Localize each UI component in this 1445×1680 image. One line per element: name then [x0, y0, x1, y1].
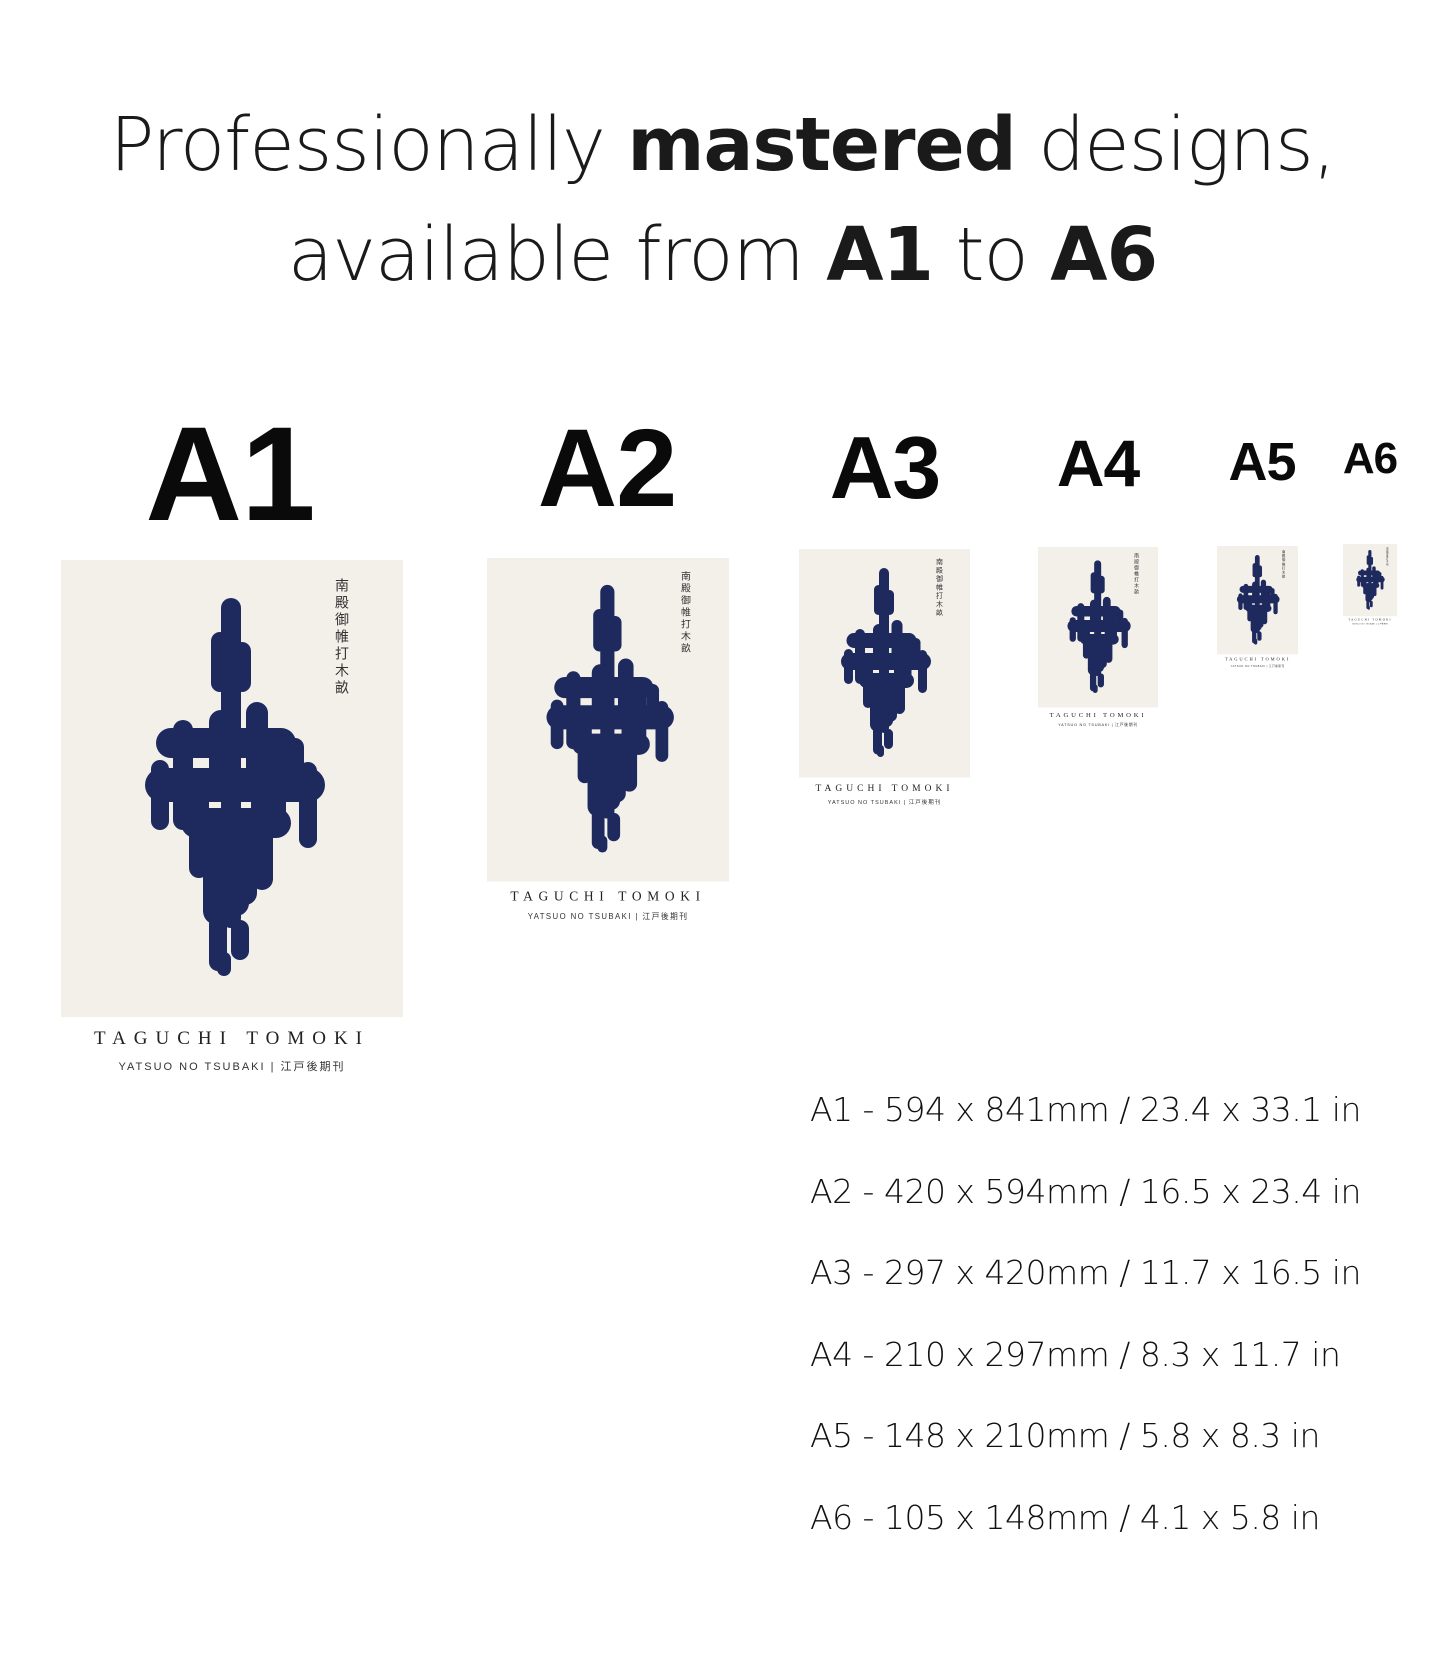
poster-a4: 南殿御帷打木畝 TAGUCHI TOMOKI YATSUO NO TSUBAKI… — [1038, 547, 1159, 733]
poster-a5: 南殿御帷打木畝 TAGUCHI TOMOKI YATSUO NO TSUBAKI… — [1217, 546, 1299, 672]
artwork-inscription: 南殿御帷打木畝 — [679, 570, 691, 655]
artwork-inscription: 南殿御帷打木畝 — [1281, 550, 1286, 579]
ink-drip-artwork-icon — [1236, 555, 1280, 645]
poster-artist-name: TAGUCHI TOMOKI — [93, 1028, 371, 1049]
ink-drip-artwork-icon — [546, 584, 674, 853]
poster-artist-name: TAGUCHI TOMOKI — [1224, 656, 1291, 662]
artwork-inscription: 南殿御帷打木畝 — [1385, 546, 1389, 566]
size-label-a4: A4 — [1056, 426, 1140, 500]
poster-a2: 南殿御帷打木畝 TAGUCHI TOMOKI YATSUO NO TSUBAKI… — [487, 558, 730, 933]
poster-a3: 南殿御帷打木畝 TAGUCHI TOMOKI YATSUO NO TSUBAKI… — [799, 549, 970, 814]
poster-a6: 南殿御帷打木畝 TAGUCHI TOMOKI YATSUO NO TSUBAKI… — [1343, 544, 1398, 628]
size-label-a3: A3 — [829, 418, 941, 517]
poster-subtitle: YATSUO NO TSUBAKI | 江戸後期刊 — [827, 799, 942, 806]
size-label-a6: A6 — [1342, 434, 1398, 483]
size-label-a5: A5 — [1228, 432, 1296, 492]
ink-drip-artwork-icon — [1067, 560, 1131, 694]
size-spec-a1: A1 - 594 x 841mm / 23.4 x 33.1 in — [810, 1090, 1361, 1129]
size-spec-a6: A6 - 105 x 148mm / 4.1 x 5.8 in — [810, 1497, 1320, 1537]
poster-subtitle: YATSUO NO TSUBAKI | 江戸後期刊 — [527, 912, 689, 922]
poster-artwork: 南殿御帷打木畝 — [487, 558, 730, 882]
size-spec-a5: A5 - 148 x 210mm / 5.8 x 8.3 in — [810, 1416, 1320, 1455]
poster-artwork: 南殿御帷打木畝 — [1343, 544, 1398, 617]
size-label-a1: A1 — [145, 400, 315, 549]
poster-artist-name: TAGUCHI TOMOKI — [510, 889, 706, 905]
size-spec-a2: A2 - 420 x 594mm / 16.5 x 23.4 in — [810, 1171, 1361, 1211]
size-label-a2: A2 — [537, 407, 678, 530]
artwork-inscription: 南殿御帷打木畝 — [1133, 553, 1140, 596]
artwork-inscription: 南殿御帷打木畝 — [935, 558, 943, 618]
poster-artwork: 南殿御帷打木畝 — [799, 549, 970, 778]
poster-subtitle: YATSUO NO TSUBAKI | 江戸後期刊 — [1352, 623, 1388, 626]
ink-drip-artwork-icon — [145, 598, 325, 976]
poster-artwork: 南殿御帷打木畝 — [61, 560, 403, 1017]
poster-artwork: 南殿御帷打木畝 — [1038, 547, 1159, 708]
size-spec-a3: A3 - 297 x 420mm / 11.7 x 16.5 in — [810, 1253, 1361, 1292]
headline-line-1: Professionally mastered designs, — [109, 102, 1336, 188]
ink-drip-artwork-icon — [1356, 550, 1385, 610]
poster-subtitle: YATSUO NO TSUBAKI | 江戸後期刊 — [1058, 722, 1138, 728]
poster-artist-name: TAGUCHI TOMOKI — [815, 783, 954, 794]
poster-artist-name: TAGUCHI TOMOKI — [1049, 711, 1147, 719]
poster-a1: 南殿御帷打木畝 TAGUCHI TOMOKI YATSUO NO TSUBAKI… — [61, 560, 403, 1090]
ink-drip-artwork-icon — [841, 568, 931, 757]
size-spec-a4: A4 - 210 x 297mm / 8.3 x 11.7 in — [810, 1334, 1341, 1374]
size-spec-list: A1 - 594 x 841mm / 23.4 x 33.1 in A2 - 4… — [810, 1090, 1361, 1579]
headline-line-2: available from A1 to A6 — [287, 212, 1158, 298]
poster-subtitle: YATSUO NO TSUBAKI | 江戸後期刊 — [118, 1061, 346, 1073]
poster-artist-name: TAGUCHI TOMOKI — [1348, 617, 1392, 622]
poster-subtitle: YATSUO NO TSUBAKI | 江戸後期刊 — [1230, 664, 1285, 668]
poster-artwork: 南殿御帷打木畝 — [1217, 546, 1299, 655]
artwork-inscription: 南殿御帷打木畝 — [333, 578, 349, 697]
